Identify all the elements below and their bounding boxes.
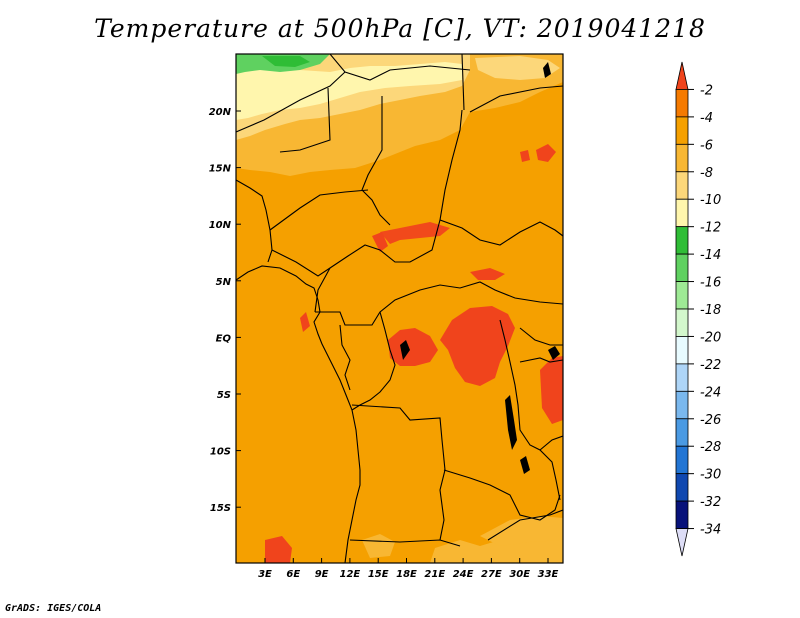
legend-swatch [675, 390, 689, 420]
legend-label: -12 [700, 221, 721, 236]
legend-label: -18 [700, 303, 721, 318]
axis-ticks [236, 110, 549, 563]
lon-label: 21E [424, 569, 445, 580]
lat-label: 10N [209, 220, 232, 231]
legend-swatch [675, 500, 689, 529]
legend-label: -24 [700, 385, 721, 400]
longitude-labels: 3E 6E 9E 12E 15E 18E 21E 24E 27E 30E 33E [258, 569, 558, 580]
credit-text: GrADS: IGES/COLA [5, 603, 102, 614]
lon-label: 30E [509, 569, 530, 580]
legend-swatch [675, 363, 689, 392]
lat-label: EQ [216, 333, 232, 344]
country-boundaries [236, 54, 563, 563]
legend-label: -26 [700, 413, 721, 428]
lon-label: 18E [396, 569, 417, 580]
lon-label: 3E [258, 569, 272, 580]
legend-swatch [675, 253, 689, 282]
legend-label: -8 [700, 166, 713, 181]
field-12-14 [262, 56, 310, 67]
legend-label: -20 [700, 330, 721, 345]
legend-swatch [675, 89, 689, 118]
map-frame [235, 53, 564, 564]
legend-label: -22 [700, 358, 721, 373]
legend-label: -30 [700, 468, 721, 483]
legend-swatch [675, 226, 689, 255]
legend-swatch [675, 116, 689, 145]
legend-swatch [675, 281, 689, 310]
legend-label: -10 [700, 193, 721, 208]
legend-swatch [675, 143, 689, 173]
legend-swatch [675, 308, 689, 337]
legend-swatch [675, 336, 689, 365]
legend-label: -2 [700, 83, 713, 98]
lat-label: 20N [209, 107, 232, 118]
lon-label: 27E [481, 569, 502, 580]
legend-label: -16 [700, 276, 721, 291]
lat-label: 10S [210, 447, 231, 458]
lat-label: 5S [217, 390, 231, 401]
legend-bar [675, 61, 694, 557]
legend-swatch [675, 171, 689, 200]
lat-label: 15S [210, 503, 231, 514]
legend-swatch [675, 418, 689, 447]
latitude-labels: 20N 15N 10N 5N EQ 5S 10S 15S [209, 107, 232, 514]
lat-label: 15N [209, 164, 232, 175]
lat-label: 5N [216, 277, 232, 288]
legend-label: -28 [700, 440, 721, 455]
lon-label: 24E [453, 569, 474, 580]
legend-label: -32 [700, 495, 721, 510]
lakes [400, 62, 560, 474]
legend-swatch [675, 473, 689, 502]
field-10-12 [236, 62, 462, 120]
field-2-4 [440, 306, 515, 386]
lon-label: 9E [315, 569, 329, 580]
legend-labels: -2 -4 -6 -8 -10 -12 -14 -16 -18 -20 -22 -24 -26 -28 -3… [700, 83, 721, 537]
legend-swatch [675, 445, 689, 475]
temperature-field [236, 54, 563, 563]
lon-label: 33E [538, 569, 559, 580]
legend-swatch [675, 61, 689, 90]
legend-label: -34 [700, 523, 721, 538]
legend-label: -6 [700, 138, 713, 153]
lon-label: 6E [286, 569, 300, 580]
chart-title: Temperature at 500hPa [C], VT: 201904121… [94, 14, 706, 43]
legend-swatch [675, 198, 689, 228]
lon-label: 15E [368, 569, 389, 580]
lon-label: 12E [340, 569, 361, 580]
legend-label: -4 [700, 111, 713, 126]
legend-label: -14 [700, 248, 721, 263]
legend-swatch [675, 528, 689, 557]
